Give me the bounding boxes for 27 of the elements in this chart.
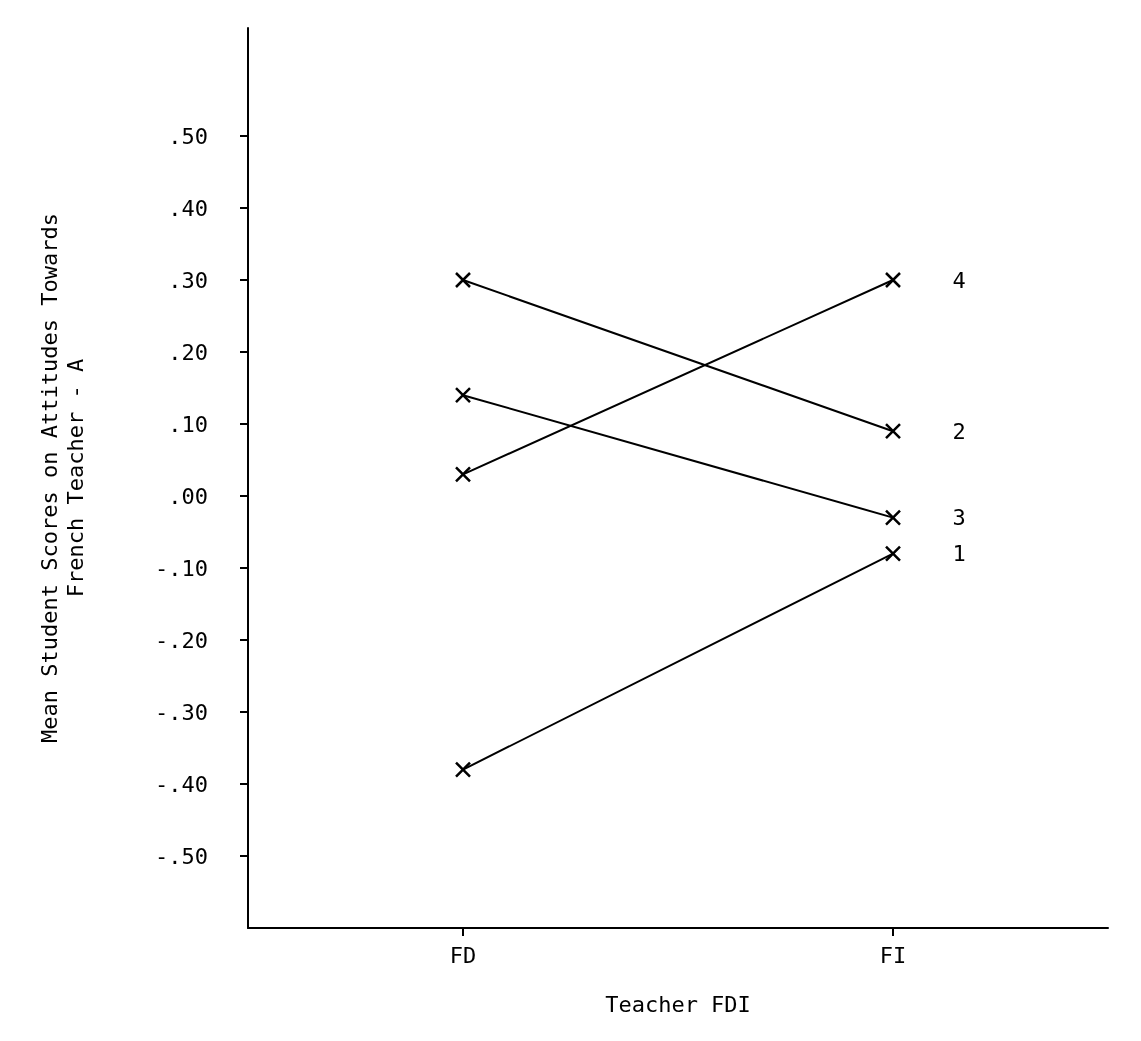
text: 4 xyxy=(952,267,966,293)
x-tick-label: FI xyxy=(879,942,907,968)
point xyxy=(454,271,472,289)
y-axis-title: Mean Student Scores on Attitudes Towards French Teacher - A xyxy=(36,213,88,743)
point xyxy=(884,271,902,289)
point xyxy=(884,545,902,562)
y-tick-label: .10 xyxy=(168,411,208,437)
y-tick-label: .40 xyxy=(168,195,208,221)
y-tick-label: -.10 xyxy=(155,555,208,581)
x-tick-label: FD xyxy=(449,942,477,968)
y-tick-label: .20 xyxy=(168,339,208,365)
x-axis-title: Teacher FDI xyxy=(605,991,751,1017)
y-tick-label: -.40 xyxy=(155,771,208,797)
y-tick-label: .50 xyxy=(168,123,208,149)
y-tick-label: .00 xyxy=(168,483,208,509)
y-tick-label: -.50 xyxy=(155,843,208,869)
text: 1 xyxy=(952,541,966,567)
point xyxy=(884,422,902,440)
y-tick-label: .30 xyxy=(168,267,208,293)
y-tick-label: -.20 xyxy=(155,627,208,653)
point xyxy=(884,509,902,526)
text: 3 xyxy=(952,505,966,531)
point xyxy=(454,466,472,483)
point xyxy=(454,761,472,778)
y-tick-label: -.30 xyxy=(155,699,208,725)
point xyxy=(454,386,472,404)
text: 2 xyxy=(952,418,966,444)
